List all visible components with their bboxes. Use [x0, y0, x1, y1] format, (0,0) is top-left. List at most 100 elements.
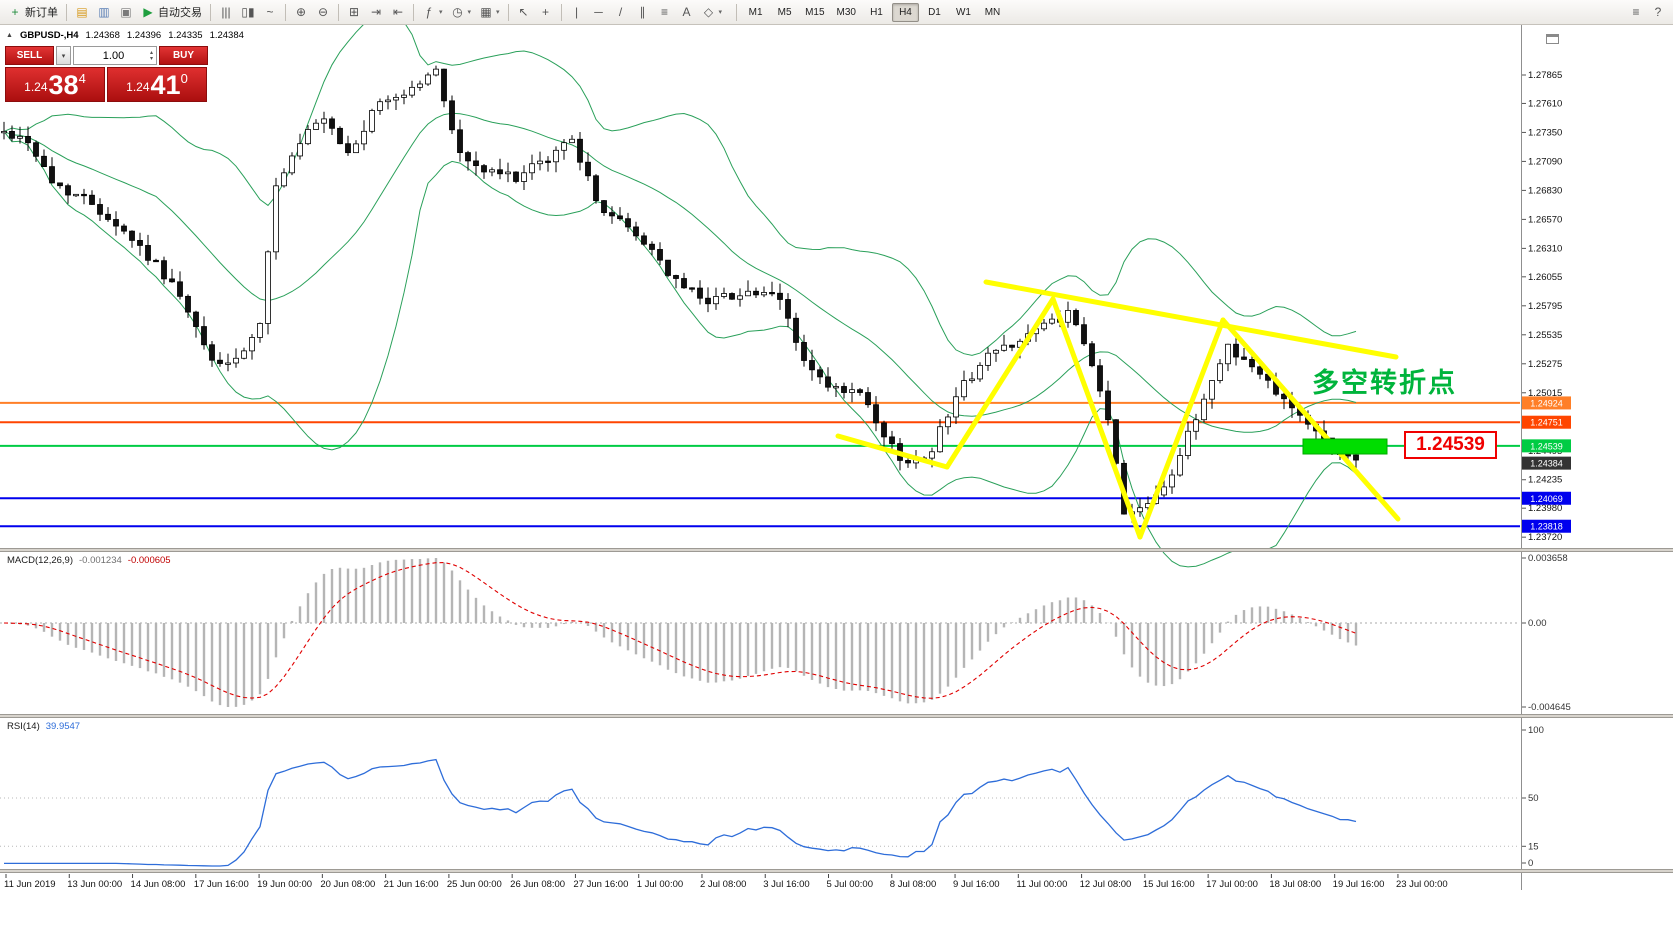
price-tick-label: 1.25535: [1528, 330, 1562, 341]
timeframe-m1-button[interactable]: M1: [748, 6, 763, 18]
zoom-in-button[interactable]: ⊕: [290, 2, 312, 23]
channel-button[interactable]: ∥: [632, 2, 654, 23]
tile-windows-button[interactable]: ⊞: [343, 2, 365, 23]
volume-spinner[interactable]: ▴ ▾: [150, 50, 153, 62]
new-chart-icon: ▤: [76, 5, 88, 19]
indicators-icon: ƒ: [425, 5, 433, 19]
profiles-button[interactable]: ▥: [93, 2, 115, 23]
timeframe-mn-button[interactable]: MN: [984, 6, 1001, 18]
price-tick-label: 1.27610: [1528, 98, 1562, 109]
price-tag: 1.24924: [1522, 396, 1571, 410]
new-chart-button[interactable]: ▤: [71, 2, 93, 23]
horizontal-line-icon: ─: [594, 5, 603, 19]
price-tick-label: 1.23720: [1528, 532, 1562, 543]
auto-trading-button[interactable]: ▶ 自动交易: [137, 2, 206, 23]
market-watch-button[interactable]: ▣: [115, 2, 137, 23]
sell-button[interactable]: SELL: [5, 46, 54, 65]
chart-shift-icon: ⇤: [392, 5, 404, 19]
candlestick-chart-icon: ▯▮: [241, 5, 255, 19]
panel-separator[interactable]: [0, 714, 1673, 718]
indicators-button[interactable]: ƒ ▾: [418, 2, 447, 23]
periods-icon: ◷: [452, 5, 463, 19]
price-tick-label: 1.27350: [1528, 127, 1562, 138]
volume-value: 1.00: [102, 49, 125, 62]
trend-annotation[interactable]: 多空转折点: [1312, 368, 1457, 398]
auto-scroll-button[interactable]: ⇥: [365, 2, 387, 23]
yellow-trendlines[interactable]: [835, 279, 1401, 540]
fibonacci-button[interactable]: ≡: [654, 2, 676, 23]
text-label-button[interactable]: A: [676, 2, 698, 23]
chevron-down-icon: ▾: [718, 9, 723, 16]
timeframe-d1-button[interactable]: D1: [928, 6, 941, 18]
toolbar: + 新订单 ▤ ▥ ▣ ▶ 自动交易 ||| ▯▮ ~ ⊕ ⊖ ⊞ ⇥ ⇤ ƒ ▾ ◷ ▾ ▦ ▾ ↖ + | ─ / ∥ ≡ A ◇ ▾ M…: [0, 0, 1673, 25]
sell-price-panel[interactable]: 1.24 38 4: [5, 67, 105, 102]
price-tick-label: 1.26310: [1528, 243, 1562, 254]
price-tick-label: 1.26830: [1528, 185, 1562, 196]
time-axis-label: 9 Jul 16:00: [953, 879, 999, 890]
horizontal-line-button[interactable]: ─: [588, 2, 610, 23]
timeframe-m15-button[interactable]: M15: [805, 6, 825, 18]
arrows-button[interactable]: ◇ ▾: [698, 2, 727, 23]
time-axis-label: 25 Jun 00:00: [447, 879, 502, 890]
chart-restore-icon[interactable]: [1546, 34, 1559, 44]
rsi-scale-label: 0: [1528, 858, 1533, 869]
yellow-trendline: [1050, 296, 1143, 540]
panel-separator[interactable]: [0, 869, 1673, 873]
price-callout[interactable]: 1.24539: [1404, 431, 1497, 459]
order-type-dropdown[interactable]: ▾: [56, 46, 71, 65]
buy-price-panel[interactable]: 1.24 41 0: [107, 67, 207, 102]
new-order-button[interactable]: + 新订单: [4, 2, 62, 23]
cursor-button[interactable]: ↖: [513, 2, 535, 23]
timeframe-h4-button[interactable]: H4: [891, 2, 919, 22]
zoom-out-button[interactable]: ⊖: [312, 2, 334, 23]
volume-input[interactable]: 1.00 ▴ ▾: [73, 46, 157, 65]
time-axis-label: 12 Jul 08:00: [1080, 879, 1132, 890]
yellow-trendline: [983, 279, 1399, 360]
sell-price-sup: 4: [78, 71, 86, 86]
chart-shift-button[interactable]: ⇤: [387, 2, 409, 23]
time-axis-label: 14 Jun 08:00: [131, 879, 186, 890]
ohlc-low: 1.24335: [168, 30, 203, 41]
horizontal-level-lines[interactable]: [0, 401, 1520, 528]
buy-button[interactable]: BUY: [159, 46, 208, 65]
time-axis-label: 23 Jul 00:00: [1396, 879, 1448, 890]
toolbar-separator: [66, 3, 67, 21]
toolbar-separator: [338, 3, 339, 21]
line-chart-button[interactable]: ~: [259, 2, 281, 23]
highlight-box[interactable]: [1302, 438, 1388, 455]
price-tick-label: 1.23980: [1528, 503, 1562, 514]
chevron-down-icon: ▾: [439, 9, 443, 16]
templates-button[interactable]: ▦ ▾: [475, 2, 504, 23]
one-click-collapse-icon[interactable]: ▲: [6, 32, 13, 39]
bar-chart-button[interactable]: |||: [215, 2, 237, 23]
crosshair-button[interactable]: +: [535, 2, 557, 23]
timeframe-m5-button[interactable]: M5: [777, 6, 792, 18]
periods-button[interactable]: ◷ ▾: [447, 2, 476, 23]
svg-text:1.24384: 1.24384: [1530, 459, 1563, 469]
rsi-line: [4, 758, 1357, 867]
timeframe-m30-button[interactable]: M30: [836, 6, 856, 18]
spinner-up-icon[interactable]: ▴: [149, 49, 153, 56]
timeframe-h1-button[interactable]: H1: [870, 6, 883, 18]
arrows-icon: ◇: [703, 5, 714, 19]
rsi-label: RSI(14) 39.9547: [7, 721, 80, 732]
spinner-down-icon[interactable]: ▾: [149, 55, 153, 62]
bollinger-bands: [3, 10, 1357, 568]
toolbar-separator: [507, 3, 509, 21]
zoom-in-icon: ⊕: [295, 5, 307, 19]
time-axis-label: 8 Jul 08:00: [890, 879, 936, 890]
panel-separator[interactable]: [0, 548, 1673, 552]
chevron-down-icon: ▾: [496, 9, 500, 16]
help-button[interactable]: ?: [1647, 2, 1669, 23]
macd-value-main: -0.001234: [79, 555, 122, 566]
toolbar-options-button[interactable]: ≡: [1625, 2, 1647, 23]
yellow-trendline: [1137, 317, 1226, 540]
trendline-button[interactable]: /: [610, 2, 632, 23]
vertical-line-button[interactable]: |: [566, 2, 588, 23]
price-tag: 1.24069: [1522, 491, 1571, 505]
yellow-trendline: [1220, 317, 1401, 522]
time-axis-label: 11 Jun 2019: [4, 879, 56, 890]
timeframe-w1-button[interactable]: W1: [955, 6, 971, 18]
candlestick-chart-button[interactable]: ▯▮: [237, 2, 259, 23]
